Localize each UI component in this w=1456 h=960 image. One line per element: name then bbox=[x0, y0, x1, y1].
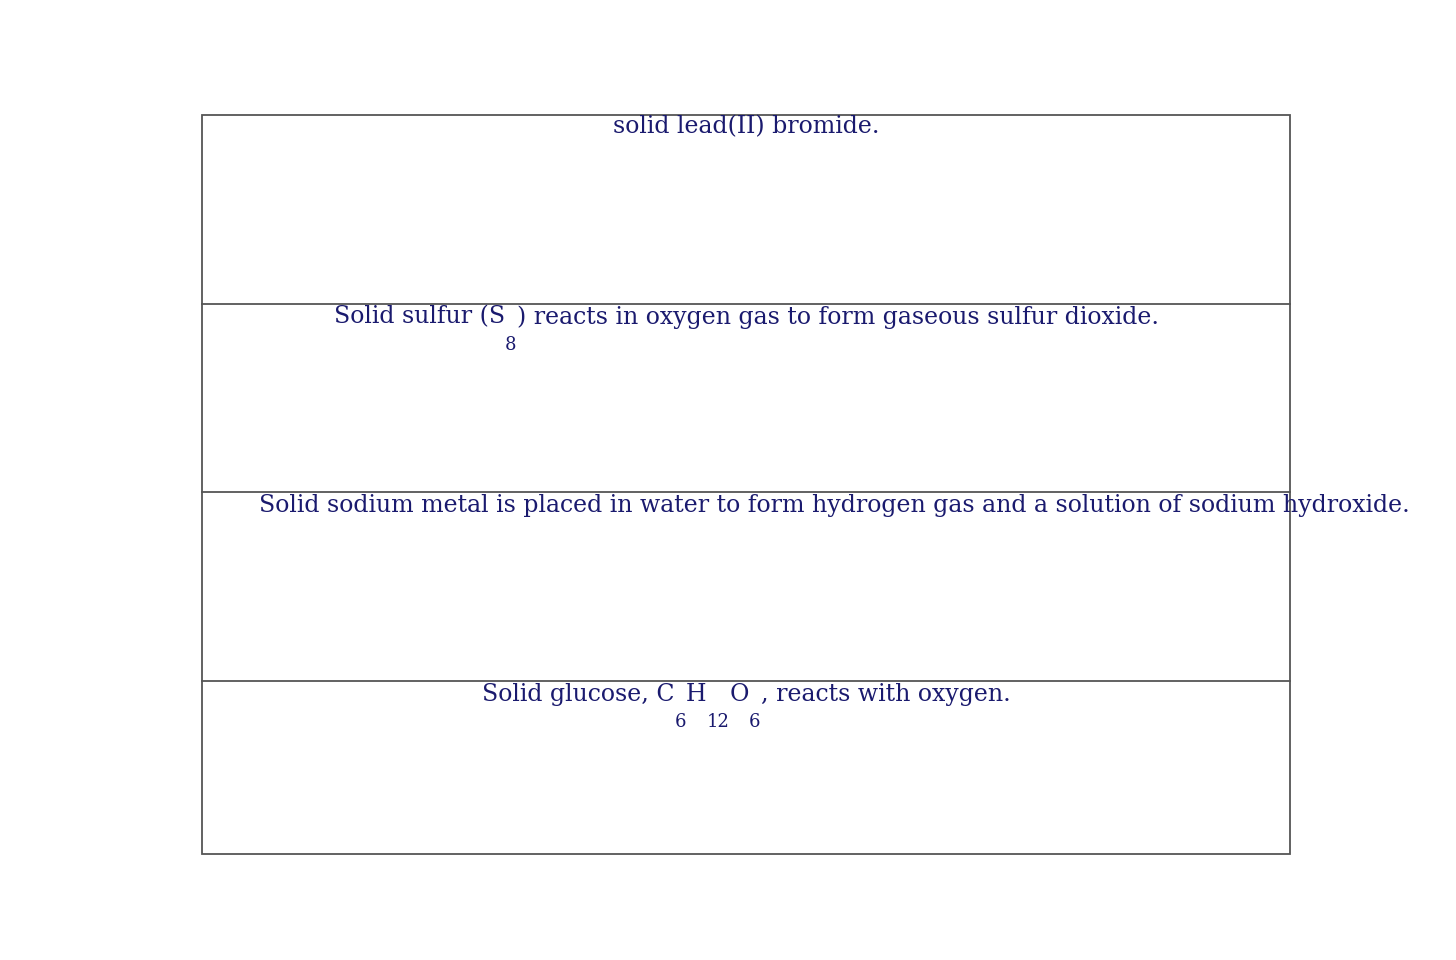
Text: H: H bbox=[686, 683, 706, 706]
Text: , reacts with oxygen.: , reacts with oxygen. bbox=[760, 683, 1010, 706]
Text: 12: 12 bbox=[706, 713, 729, 732]
Text: solid lead(II) bromide.: solid lead(II) bromide. bbox=[613, 116, 879, 138]
Text: 6: 6 bbox=[674, 713, 686, 732]
Text: Solid glucose, C: Solid glucose, C bbox=[482, 683, 674, 706]
Text: O: O bbox=[729, 683, 748, 706]
Text: Solid sulfur (S: Solid sulfur (S bbox=[333, 305, 505, 328]
Text: 6: 6 bbox=[748, 713, 760, 732]
Text: Solid sodium metal is placed in water to form hydrogen gas and a solution of sod: Solid sodium metal is placed in water to… bbox=[259, 494, 1409, 517]
Text: 8: 8 bbox=[505, 336, 517, 354]
Text: ) reacts in oxygen gas to form gaseous sulfur dioxide.: ) reacts in oxygen gas to form gaseous s… bbox=[517, 305, 1159, 328]
